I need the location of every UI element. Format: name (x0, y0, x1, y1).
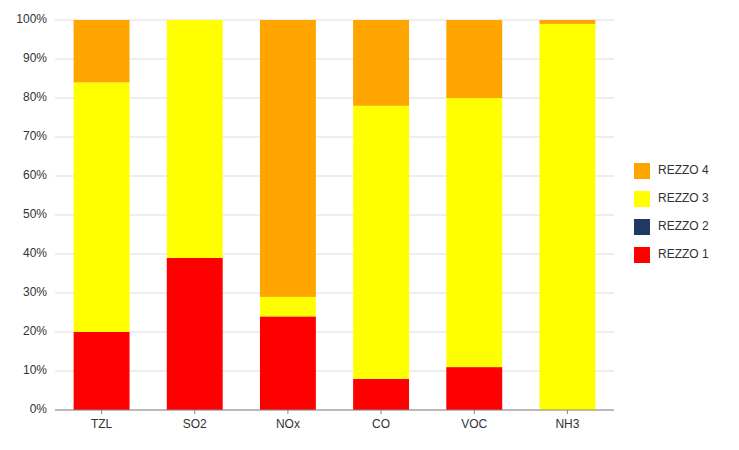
grid-line (55, 332, 614, 333)
bar-segment (74, 82, 130, 332)
bar-segment (353, 20, 409, 106)
legend-label: REZZO 4 (658, 163, 709, 177)
bar-segment (539, 20, 595, 24)
y-tick-label: 60% (23, 168, 47, 182)
y-tick-label: 50% (23, 207, 47, 221)
y-tick-label: 10% (23, 363, 47, 377)
legend-label: REZZO 2 (658, 219, 709, 233)
x-tick (474, 410, 475, 414)
y-tick-label: 0% (30, 402, 48, 416)
grid-line (55, 371, 614, 372)
legend: REZZO 4 REZZO 3 REZZO 2 REZZO 1 (634, 163, 709, 263)
x-tick-label: NOx (276, 417, 300, 431)
y-tick-label: 90% (23, 51, 47, 65)
bar-segment (74, 332, 130, 410)
y-tick-label: 70% (23, 129, 47, 143)
x-tick-label: CO (372, 417, 390, 431)
y-tick-label: 40% (23, 246, 47, 260)
grid-line (55, 98, 614, 99)
x-tick (101, 410, 102, 414)
y-grid (55, 20, 614, 410)
y-tick-label: 80% (23, 90, 47, 104)
grid-line (55, 254, 614, 255)
legend-swatch (634, 247, 650, 263)
grid-line (55, 20, 614, 21)
legend-swatch (634, 163, 650, 179)
bar-segment (539, 24, 595, 410)
bar-segment (167, 20, 223, 21)
bar-segment (446, 98, 502, 367)
grid-line (55, 137, 614, 138)
x-tick-label: TZL (91, 417, 113, 431)
x-tick (381, 410, 382, 414)
y-tick-label: 100% (16, 12, 47, 26)
grid-line (55, 293, 614, 294)
chart: 0% 10% 20% 30% 40% 50% 60% 70% 80% 90% 100% TZL SO2 N… (0, 0, 739, 450)
grid-line (55, 215, 614, 216)
bar-segment (167, 20, 223, 258)
bar-segment (353, 379, 409, 410)
legend-swatch (634, 191, 650, 207)
x-tick-label: NH3 (555, 417, 579, 431)
y-tick-label: 30% (23, 285, 47, 299)
bar-segment (260, 297, 316, 317)
y-tick-label: 20% (23, 324, 47, 338)
bar-segment (260, 20, 316, 297)
x-tick (567, 410, 568, 414)
bar-segment (167, 258, 223, 410)
x-axis-line (55, 410, 614, 411)
bars (74, 20, 596, 410)
bar-segment (446, 367, 502, 410)
bar-segment (353, 106, 409, 379)
x-tick-label: SO2 (183, 417, 207, 431)
x-tick-label: VOC (461, 417, 487, 431)
x-tick (194, 410, 195, 414)
grid-line (55, 410, 614, 411)
bar-segment (260, 316, 316, 410)
legend-label: REZZO 3 (658, 191, 709, 205)
grid-line (55, 176, 614, 177)
chart-container: 0% 10% 20% 30% 40% 50% 60% 70% 80% 90% 100% TZL SO2 N… (0, 0, 739, 450)
legend-label: REZZO 1 (658, 247, 709, 261)
bar-segment (446, 20, 502, 98)
x-tick (287, 410, 288, 414)
bar-segment (74, 20, 130, 82)
legend-swatch (634, 219, 650, 235)
grid-line (55, 59, 614, 60)
